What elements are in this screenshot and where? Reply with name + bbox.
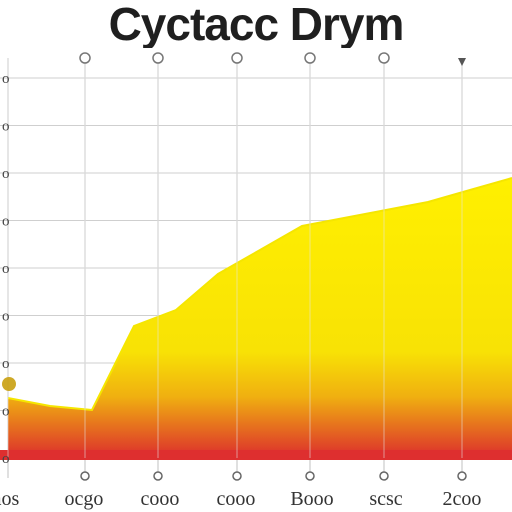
chart-title: Cyctacc Drym: [108, 0, 405, 48]
y-tick-label: o: [2, 451, 10, 467]
area-fill: [8, 178, 512, 458]
y-tick-label: o: [2, 71, 10, 87]
x-tick-label: Booo: [290, 488, 333, 510]
area-layer: [0, 58, 512, 460]
series-line: [7, 177, 512, 412]
bottom-tick-marker: [232, 471, 242, 481]
y-tick-label: o: [2, 119, 10, 135]
bottom-tick-marker: [80, 471, 90, 481]
top-tick-marker: [458, 58, 466, 66]
bottom-tick-marker: [305, 471, 315, 481]
top-tick-marker: [79, 52, 91, 64]
x-tick-label: 2coo: [443, 488, 482, 510]
area-base-band: [0, 450, 512, 460]
y-tick-label: o: [2, 166, 10, 182]
bottom-tick-marker: [379, 471, 389, 481]
y-tick-label: o: [2, 261, 10, 277]
x-tick-label: cooo: [141, 488, 180, 510]
bottom-tick-marker: [153, 471, 163, 481]
x-tick-label: aos: [0, 488, 20, 510]
x-tick-label: scsc: [369, 488, 402, 510]
y-axis-dot: [2, 377, 16, 391]
label-layer: o o o o o o o o o aos ocgo cooo cooo Booo scsc 2coo: [0, 71, 481, 510]
y-tick-label: o: [2, 356, 10, 372]
top-tick-marker: [304, 52, 316, 64]
top-tick-marker: [378, 52, 390, 64]
y-tick-label: o: [2, 309, 10, 325]
marker-layer: [2, 52, 467, 481]
bottom-tick-marker: [457, 471, 467, 481]
x-tick-label: ocgo: [65, 488, 104, 510]
x-tick-label: cooo: [217, 488, 256, 510]
top-tick-marker: [152, 52, 164, 64]
y-tick-label: o: [2, 404, 10, 420]
top-tick-marker: [231, 52, 243, 64]
y-tick-label: o: [2, 214, 10, 230]
